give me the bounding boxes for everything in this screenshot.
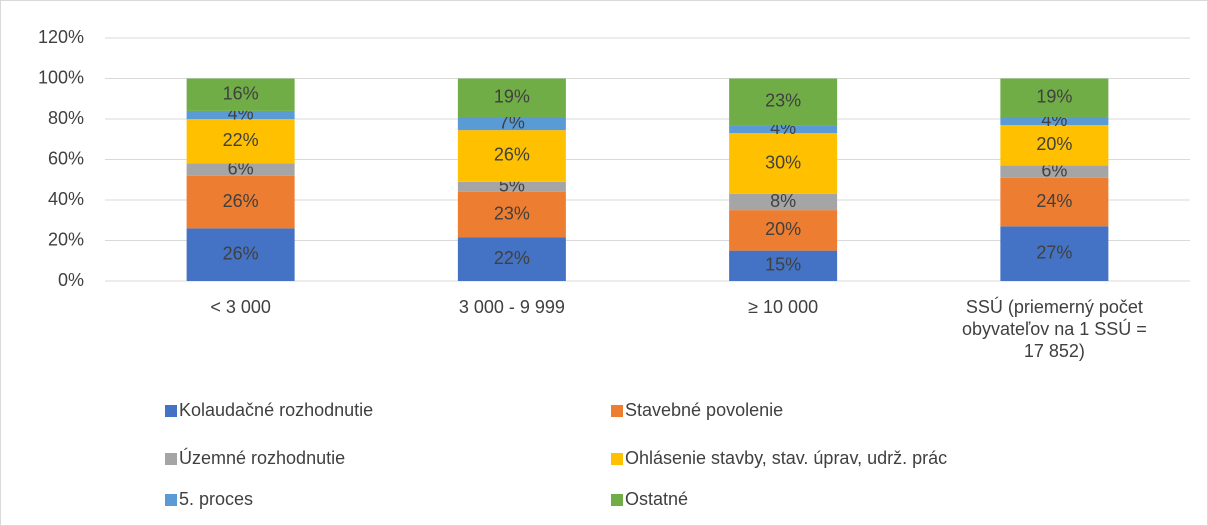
bar-segment <box>729 193 838 211</box>
data-label: 15% <box>765 255 801 275</box>
legend-label: Ostatné <box>625 489 688 509</box>
bar-segment <box>1000 116 1109 126</box>
bar-segment <box>729 210 838 251</box>
bar-segment <box>1000 165 1109 178</box>
bar-segment <box>1000 78 1109 117</box>
legend-label: Územné rozhodnutie <box>179 447 345 468</box>
legend-label: 5. proces <box>179 489 253 509</box>
data-label: 26% <box>223 191 259 211</box>
data-label: 26% <box>494 145 530 165</box>
data-label: 26% <box>223 243 259 263</box>
y-tick-label: 60% <box>48 148 84 168</box>
bar-segment <box>457 191 566 238</box>
bar-segment <box>1000 177 1109 227</box>
legend-label: Kolaudačné rozhodnutie <box>179 400 373 420</box>
legend-swatch <box>165 453 177 465</box>
bar-segment <box>457 130 566 182</box>
bar-segment <box>457 78 566 117</box>
bar-segment <box>1000 125 1109 166</box>
data-label: 19% <box>1036 86 1072 106</box>
data-label: 22% <box>223 130 259 150</box>
bar-segment <box>457 181 566 192</box>
legend-label: Ohlásenie stavby, stav. úprav, udrž. prá… <box>625 448 947 468</box>
y-tick-label: 20% <box>48 229 84 249</box>
legend-swatch <box>165 494 177 506</box>
x-tick-label: < 3 000 <box>210 297 271 317</box>
y-tick-label: 80% <box>48 108 84 128</box>
data-label: 24% <box>1036 191 1072 211</box>
bar-segment <box>729 133 838 194</box>
x-tick-label: SSÚ (priemerný počet obyvateľov na 1 SSÚ… <box>961 297 1147 361</box>
data-label: 7% <box>499 112 525 132</box>
data-label: 8% <box>770 191 796 211</box>
legend-swatch <box>165 405 177 417</box>
data-label: 20% <box>765 219 801 239</box>
data-label: 16% <box>223 83 259 103</box>
bar-segment <box>186 175 295 229</box>
x-tick-label: ≥ 10 000 <box>748 297 819 317</box>
bar-segment <box>186 119 295 164</box>
legend-swatch <box>611 405 623 417</box>
data-label: 22% <box>494 248 530 268</box>
y-tick-label: 100% <box>38 67 84 87</box>
data-label: 23% <box>494 203 530 223</box>
bar-segment <box>729 125 838 134</box>
bar-segment <box>457 237 566 281</box>
data-label: 20% <box>1036 134 1072 154</box>
bar-segment <box>1000 226 1109 281</box>
bar-segment <box>457 116 566 131</box>
bar-segment <box>186 228 295 281</box>
bar-segment <box>729 78 838 126</box>
data-label: 19% <box>494 86 530 106</box>
data-label: 30% <box>765 152 801 172</box>
bar-segment <box>186 163 295 176</box>
legend-swatch <box>611 494 623 506</box>
legend-swatch <box>611 453 623 465</box>
data-label: 23% <box>765 91 801 111</box>
data-label: 27% <box>1036 242 1072 262</box>
y-tick-label: 40% <box>48 189 84 209</box>
bar-segment <box>729 250 838 281</box>
bar-segment <box>186 110 295 119</box>
y-tick-label: 120% <box>38 27 84 47</box>
bar-segment <box>186 78 295 111</box>
y-tick-label: 0% <box>58 270 84 290</box>
legend-label: Stavebné povolenie <box>625 400 783 420</box>
x-tick-label: 3 000 - 9 999 <box>458 297 565 317</box>
